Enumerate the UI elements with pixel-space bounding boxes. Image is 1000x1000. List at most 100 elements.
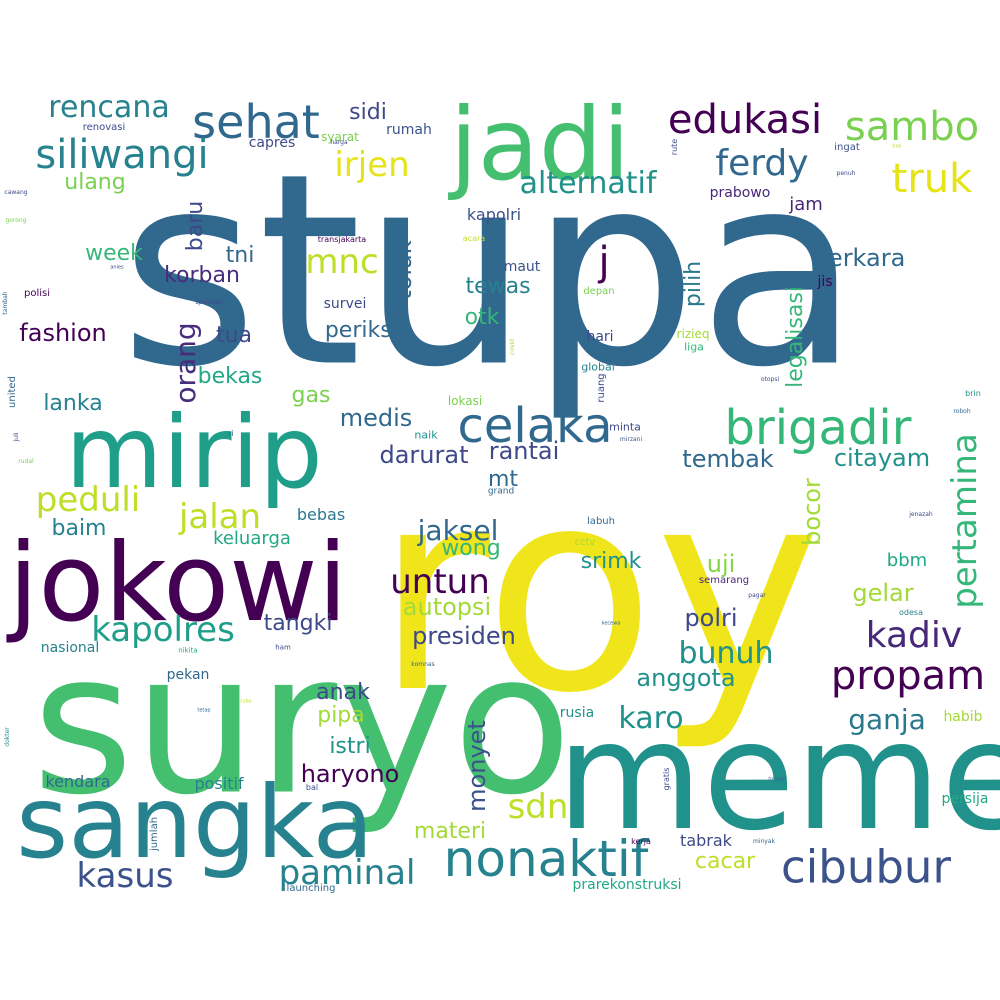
- word-ferdy: ferdy: [715, 143, 809, 184]
- word-maut: maut: [503, 259, 541, 275]
- word-bebas: bebas: [296, 505, 346, 524]
- word-nikita: nikita: [178, 646, 198, 655]
- word-rute: rute: [670, 138, 679, 156]
- word-tni: tni: [225, 243, 255, 268]
- word-capres: capres: [248, 135, 296, 151]
- word-pertamina: pertamina: [945, 433, 985, 609]
- word-periksa: periksa: [324, 318, 406, 343]
- word-medis: medis: [339, 404, 413, 432]
- word-mt: mt: [487, 467, 519, 492]
- word-gratis: gratis: [662, 767, 671, 791]
- word-grand: grand: [487, 486, 515, 497]
- word-hari: hari: [586, 329, 614, 345]
- word-perkara: perkara: [812, 244, 906, 272]
- word-global: global: [581, 360, 615, 374]
- word-haryono: haryono: [300, 760, 400, 788]
- word-bo: bo: [596, 342, 606, 351]
- word-renovasi: renovasi: [82, 122, 126, 133]
- word-kerja: kerja: [631, 837, 651, 846]
- word-mirip: mirip: [65, 394, 323, 511]
- word-cctv: cctv: [574, 537, 596, 548]
- word-truk: truk: [891, 156, 973, 202]
- word-gorong: gorong: [5, 217, 27, 224]
- word-jenazah: jenazah: [909, 511, 933, 518]
- word-paminal: paminal: [278, 853, 416, 893]
- word-syarat: syarat: [321, 130, 359, 144]
- word-stupa: stupa: [119, 117, 861, 426]
- word-week: week: [85, 241, 143, 266]
- word-sehat: sehat: [192, 95, 320, 149]
- word-irjen: irjen: [334, 145, 410, 185]
- word-jaksel: jaksel: [417, 514, 499, 547]
- word-semarang: semarang: [698, 575, 750, 586]
- word-tetap: tetap: [197, 707, 211, 714]
- word-cawang: cawang: [4, 189, 28, 196]
- word-sambo: sambo: [844, 104, 980, 150]
- word-bbm: bbm: [886, 550, 928, 571]
- word-suryo: suryo: [31, 610, 573, 838]
- word-peduli: peduli: [35, 480, 141, 520]
- word-kecewa: kecewa: [601, 620, 621, 627]
- word-jalan: jalan: [178, 497, 262, 537]
- word-habib: habib: [943, 709, 983, 725]
- word-polisi: polisi: [23, 288, 51, 299]
- word-lokasi: lokasi: [447, 394, 483, 408]
- word-launching: launching: [286, 883, 336, 894]
- word-nasional: nasional: [40, 640, 100, 656]
- word-baru: baru: [183, 200, 208, 252]
- word-minta: minta: [609, 420, 641, 434]
- word-tambah: tambah: [2, 291, 9, 315]
- word-prarekonstruksi: prarekonstruksi: [572, 877, 682, 893]
- word-fashion: fashion: [19, 319, 107, 347]
- word-ham: ham: [275, 643, 291, 652]
- word-alternatif: alternatif: [519, 166, 657, 201]
- word-propam: propam: [830, 653, 986, 699]
- word-presiden: presiden: [412, 622, 516, 650]
- word-pagar: pagar: [748, 592, 766, 599]
- word-ri: ri: [228, 429, 234, 438]
- word-united: united: [7, 376, 18, 408]
- word-korban: korban: [164, 263, 240, 288]
- word-uji: uji: [706, 550, 736, 578]
- word-covid: covid: [509, 339, 516, 355]
- word-jumlah: jumlah: [149, 816, 160, 852]
- word-harga: harga: [330, 139, 348, 146]
- word-depan: depan: [583, 286, 615, 297]
- word-transjakarta: transjakarta: [317, 235, 367, 244]
- word-tabrak: tabrak: [680, 831, 732, 850]
- word-acara: acara: [462, 234, 486, 243]
- word-rumah: rumah: [386, 122, 432, 138]
- word-kadiv: kadiv: [865, 615, 963, 656]
- word-persija: persija: [941, 791, 989, 807]
- word-tua: tua: [215, 323, 253, 348]
- word-prabowo: prabowo: [709, 185, 771, 201]
- word-tangki: tangki: [263, 611, 333, 636]
- word-sangka: sangka: [16, 764, 374, 881]
- word-siliwangi: siliwangi: [35, 132, 209, 178]
- word-liga: liga: [684, 340, 704, 354]
- word-anies: anies: [110, 264, 124, 271]
- word-kapolres: kapolres: [91, 610, 235, 650]
- word-sdn: sdn: [507, 787, 569, 827]
- word-juli: juli: [13, 432, 20, 442]
- word-otopsi: otopsi: [760, 376, 780, 383]
- word-rizieq: rizieq: [676, 327, 710, 341]
- word-kapolri: kapolri: [466, 205, 522, 224]
- word-minyak: minyak: [752, 838, 776, 845]
- word-bunuh: bunuh: [678, 636, 774, 671]
- word-positif: positif: [194, 774, 244, 793]
- word-dokter: dokter: [4, 727, 11, 747]
- word-rencana: rencana: [48, 90, 170, 125]
- word-tewas: tewas: [465, 274, 531, 299]
- word-monyet: monyet: [463, 720, 491, 812]
- word-penuh: penuh: [836, 170, 856, 177]
- word-meme: meme: [556, 690, 1000, 864]
- word-komnas: komnas: [411, 661, 435, 668]
- word-roboh: roboh: [953, 408, 971, 415]
- word-jadi: jadi: [449, 86, 631, 203]
- word-otk: otk: [464, 305, 500, 330]
- word-orang: orang: [169, 322, 202, 404]
- word-anggota: anggota: [636, 664, 736, 692]
- word-ruang: ruang: [596, 373, 607, 403]
- word-gas: gas: [291, 383, 331, 408]
